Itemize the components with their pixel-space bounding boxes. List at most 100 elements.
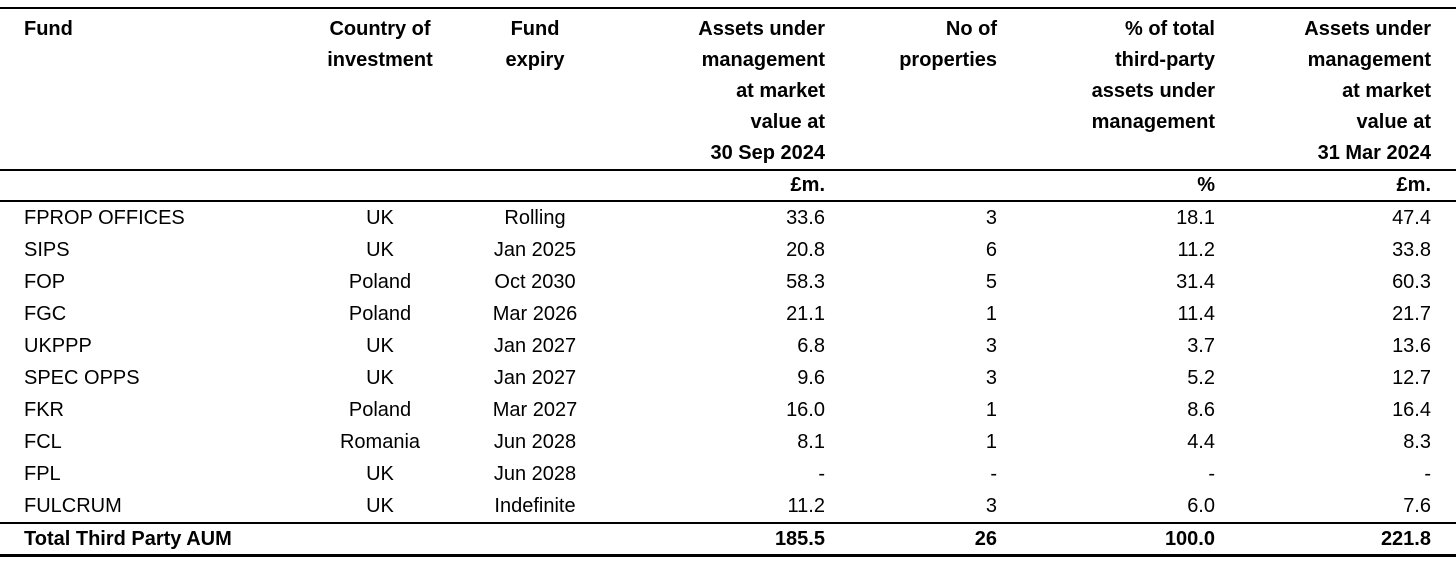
table-row: FCL Romania Jun 2028 8.1 1 4.4 8.3 [0,426,1456,458]
cell-fund-expiry: Jan 2027 [493,335,577,357]
cell-no-of-properties: 1 [985,431,997,453]
col-header-aum-30-sep-2024: Assets under management at market value … [610,7,825,170]
cell-no-of-properties: 3 [985,207,997,229]
cell-aum-30-sep-2024: 9.6 [797,367,825,389]
cell-country: UK [366,239,394,261]
cell-aum-30-sep-2024: 21.1 [786,303,825,325]
cell-fund: FULCRUM [24,495,122,517]
cell-fund-expiry: Rolling [504,207,566,229]
cell-aum-30-sep-2024: 58.3 [786,271,825,293]
cell-no-of-properties: 3 [985,367,997,389]
cell-country: UK [366,463,394,485]
cell-country: UK [366,367,394,389]
cell-fund-expiry: Mar 2026 [492,303,578,325]
total-fund-expiry [460,522,610,557]
unit-no-of-properties [825,169,997,202]
unit-pct-of-total: % [997,169,1215,202]
cell-fund-expiry: Jun 2028 [493,431,577,453]
table-row: SIPS UK Jan 2025 20.8 6 11.2 33.8 [0,234,1456,266]
cell-pct-of-total: 18.1 [1176,207,1215,229]
header-row: Fund Country of investment Fund expiry A… [0,7,1456,170]
table-row: FGC Poland Mar 2026 21.1 1 11.4 21.7 [0,298,1456,330]
cell-pct-of-total: 4.4 [1187,431,1215,453]
cell-fund-expiry: Mar 2027 [492,399,578,421]
cell-aum-31-mar-2024: 8.3 [1403,431,1431,453]
unit-fund [0,169,300,202]
table-row: FKR Poland Mar 2027 16.0 1 8.6 16.4 [0,394,1456,426]
cell-aum-30-sep-2024: - [818,463,825,485]
cell-no-of-properties: 5 [985,271,997,293]
col-header-pct-of-total: % of total third-party assets under mana… [997,7,1215,170]
col-header-fund-expiry: Fund expiry [460,7,610,170]
table-body: FPROP OFFICES UK Rolling 33.6 3 18.1 47.4 SIPS U… [0,201,1456,523]
cell-aum-30-sep-2024: 33.6 [786,207,825,229]
table-row: FULCRUM UK Indefinite 11.2 3 6.0 7.6 [0,490,1456,523]
cell-fund: UKPPP [24,335,92,357]
cell-no-of-properties: 3 [985,335,997,357]
cell-fund: SIPS [24,239,70,261]
cell-no-of-properties: 1 [985,399,997,421]
cell-aum-31-mar-2024: 12.7 [1392,367,1431,389]
cell-fund-expiry: Jan 2027 [493,367,577,389]
table-row: SPEC OPPS UK Jan 2027 9.6 3 5.2 12.7 [0,362,1456,394]
cell-aum-31-mar-2024: 16.4 [1392,399,1431,421]
cell-fund: FOP [24,271,66,293]
cell-fund-expiry: Jan 2025 [493,239,577,261]
total-no-of-properties: 26 [825,522,997,557]
cell-country: Poland [348,303,412,325]
cell-country: UK [366,335,394,357]
total-aum-31-mar-2024: 221.8 [1215,522,1456,557]
total-country [300,522,460,557]
cell-pct-of-total: 11.2 [1177,239,1215,261]
cell-pct-of-total: 31.4 [1176,271,1215,293]
cell-aum-30-sep-2024: 11.2 [787,495,825,517]
table-row: FOP Poland Oct 2030 58.3 5 31.4 60.3 [0,266,1456,298]
col-header-fund: Fund [0,7,300,170]
cell-no-of-properties: 6 [985,239,997,261]
unit-aum-30-sep-2024: £m. [610,169,825,202]
third-party-aum-table: Fund Country of investment Fund expiry A… [0,7,1456,557]
cell-fund-expiry: Jun 2028 [493,463,577,485]
cell-no-of-properties: 3 [985,495,997,517]
cell-country: UK [366,495,394,517]
cell-fund: FPROP OFFICES [24,207,185,229]
unit-country [300,169,460,202]
cell-country: UK [366,207,394,229]
cell-aum-30-sep-2024: 16.0 [786,399,825,421]
cell-country: Poland [348,399,412,421]
cell-aum-30-sep-2024: 20.8 [786,239,825,261]
total-label: Total Third Party AUM [0,522,300,557]
cell-fund: SPEC OPPS [24,367,140,389]
table-row: FPROP OFFICES UK Rolling 33.6 3 18.1 47.4 [0,201,1456,234]
cell-fund: FKR [24,399,64,421]
cell-aum-31-mar-2024: 7.6 [1403,495,1431,517]
cell-country: Romania [339,431,421,453]
cell-aum-30-sep-2024: 8.1 [797,431,825,453]
cell-pct-of-total: 3.7 [1187,335,1215,357]
cell-aum-31-mar-2024: 33.8 [1392,239,1431,261]
col-header-country: Country of investment [300,7,460,170]
units-row: £m. % £m. [0,169,1456,202]
col-header-no-of-properties: No of properties [825,7,997,170]
total-pct-of-total: 100.0 [997,522,1215,557]
cell-pct-of-total: 8.6 [1187,399,1215,421]
total-aum-30-sep-2024: 185.5 [610,522,825,557]
cell-aum-31-mar-2024: 21.7 [1392,303,1431,325]
unit-aum-31-mar-2024: £m. [1215,169,1456,202]
cell-no-of-properties: - [990,463,997,485]
cell-pct-of-total: 5.2 [1187,367,1215,389]
cell-aum-31-mar-2024: - [1424,463,1431,485]
unit-fund-expiry [460,169,610,202]
cell-pct-of-total: 6.0 [1187,495,1215,517]
table-row: UKPPP UK Jan 2027 6.8 3 3.7 13.6 [0,330,1456,362]
cell-fund-expiry: Indefinite [494,495,576,517]
cell-fund: FGC [24,303,67,325]
cell-pct-of-total: 11.4 [1177,303,1215,325]
cell-country: Poland [348,271,412,293]
cell-aum-31-mar-2024: 60.3 [1392,271,1431,293]
cell-fund: FCL [24,431,62,453]
table-row: FPL UK Jun 2028 - - - - [0,458,1456,490]
cell-fund: FPL [24,463,61,485]
cell-pct-of-total: - [1208,463,1215,485]
